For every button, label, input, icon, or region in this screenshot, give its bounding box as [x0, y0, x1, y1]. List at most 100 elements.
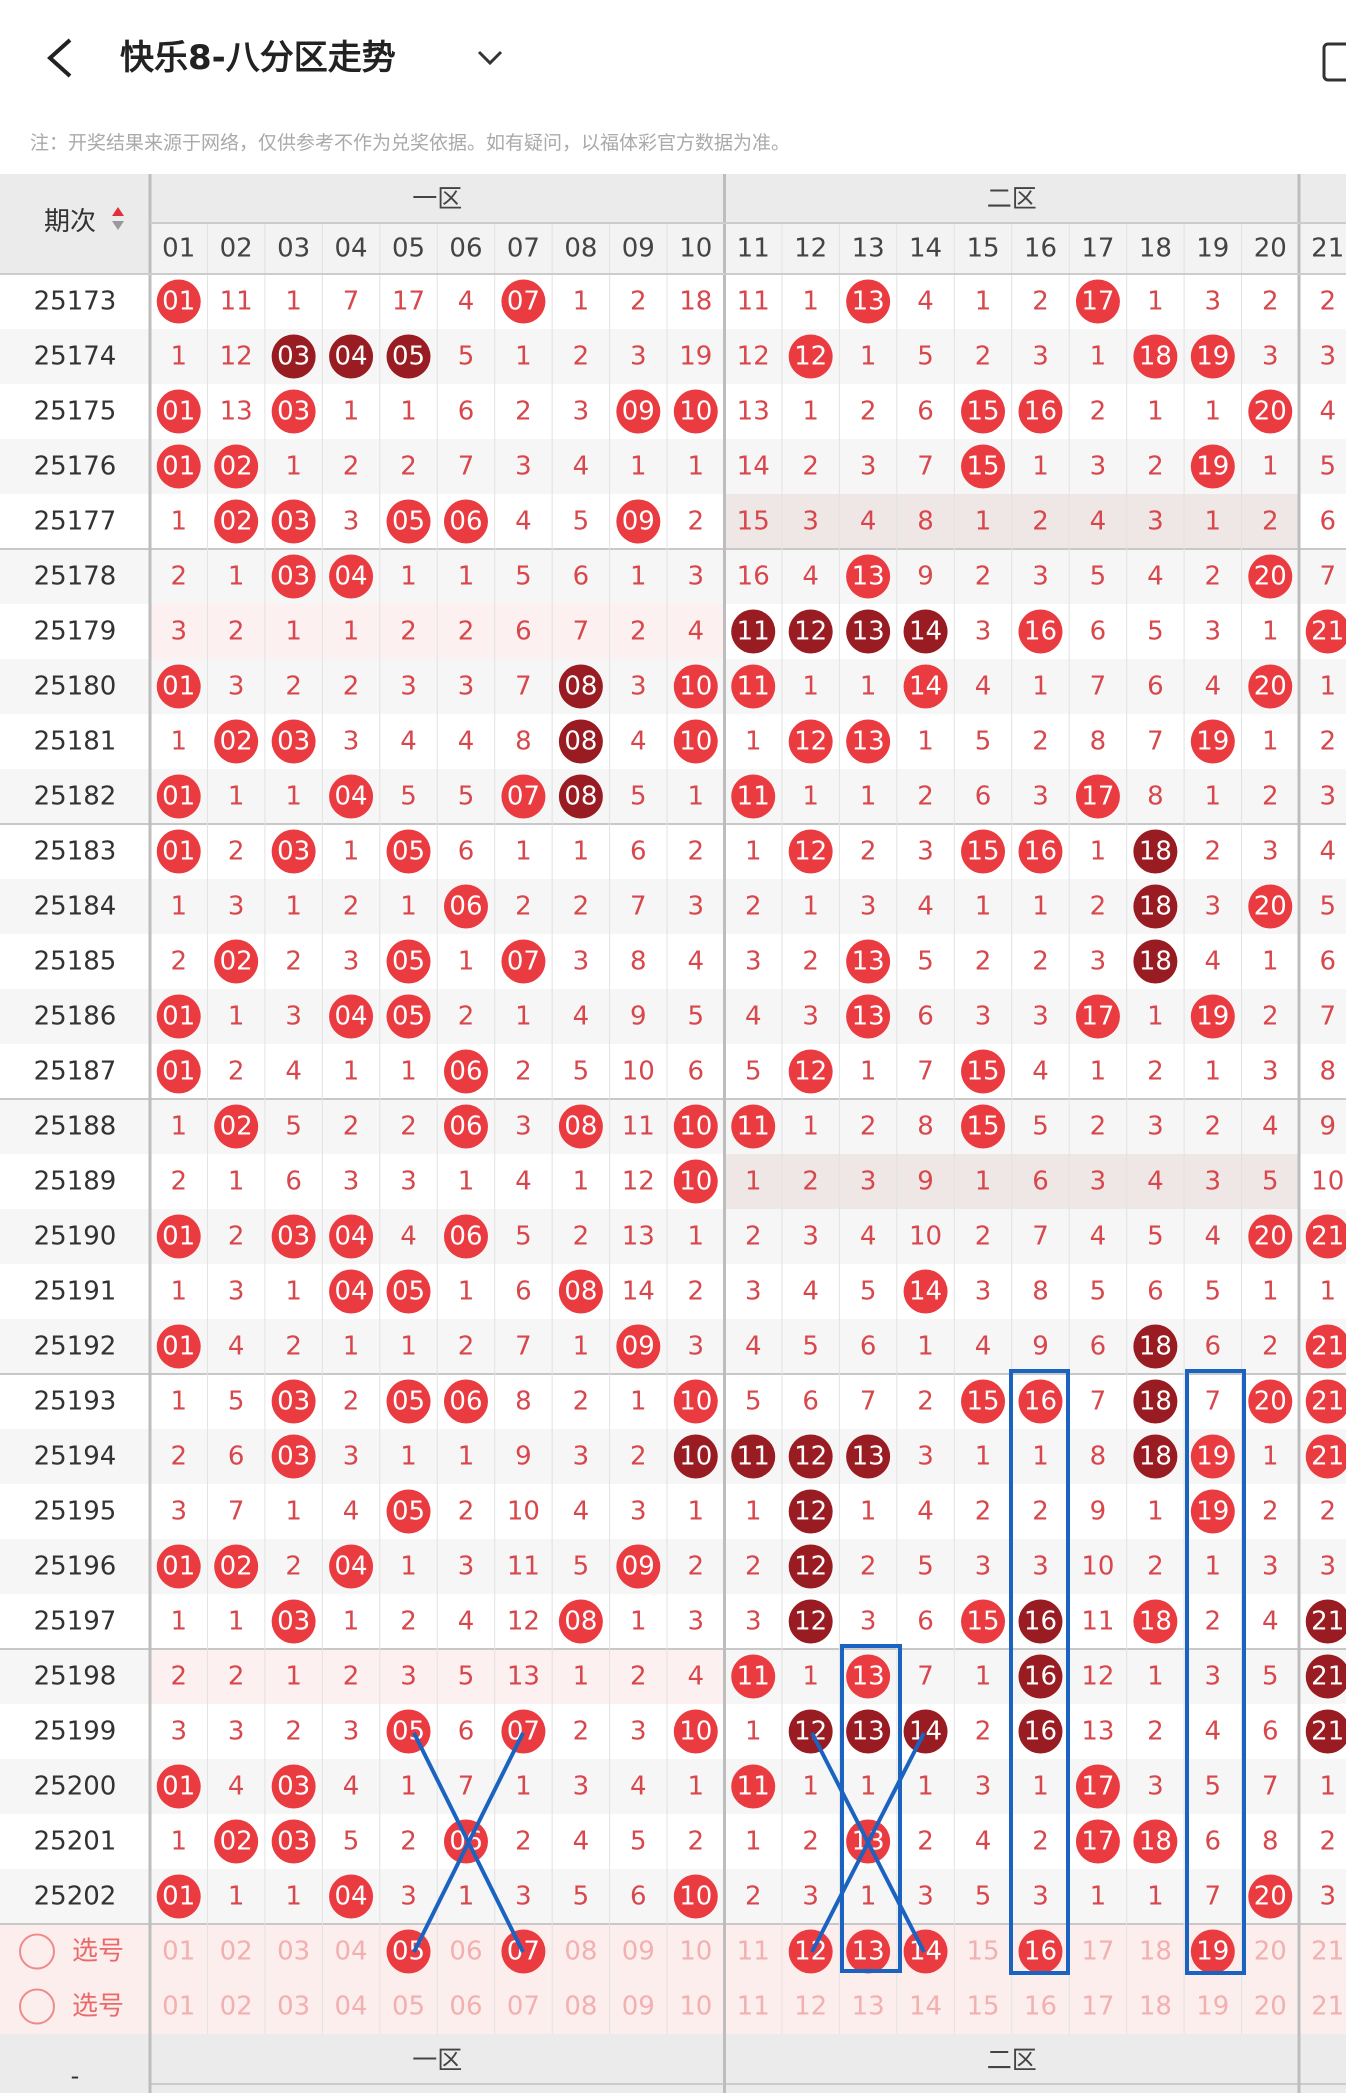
miss-count: 15 [966, 1937, 999, 1967]
miss-count: 3 [1319, 1552, 1336, 1582]
miss-count: 3 [1262, 837, 1279, 867]
hit-number: 04 [335, 1002, 368, 1032]
back-button[interactable] [47, 38, 72, 78]
miss-count: 3 [1319, 342, 1336, 372]
miss-count: 1 [860, 342, 877, 372]
selection-label: 选号 [72, 1992, 124, 2022]
miss-count: 3 [228, 892, 245, 922]
hit-ball [156, 1049, 201, 1094]
issue-number: 25194 [34, 1442, 117, 1472]
hit-number: 11 [737, 617, 770, 647]
hit-ball [1305, 1654, 1346, 1699]
miss-count: 2 [515, 1057, 532, 1087]
select-toggle[interactable] [19, 1933, 55, 1970]
miss-count: 4 [630, 727, 647, 757]
hit-number: 11 [737, 1442, 770, 1472]
miss-count: 5 [917, 947, 934, 977]
miss-count: 2 [228, 1662, 245, 1692]
hit-ball [329, 1269, 374, 1314]
title-dropdown[interactable] [477, 50, 503, 66]
miss-count: 3 [1205, 1167, 1222, 1197]
miss-count: 4 [573, 1497, 590, 1527]
issue-number: 25195 [34, 1497, 117, 1527]
miss-count: 6 [917, 1607, 934, 1637]
hit-number: 21 [1311, 1332, 1344, 1362]
miss-count: 7 [1032, 1222, 1049, 1252]
hit-ball [329, 1214, 374, 1259]
column-header: 21 [1311, 234, 1344, 264]
miss-count: 2 [1147, 1552, 1164, 1582]
hit-ball [271, 389, 316, 434]
miss-count: 2 [975, 562, 992, 592]
miss-count: 4 [745, 1332, 762, 1362]
miss-count: 6 [860, 1332, 877, 1362]
miss-count: 15 [737, 507, 770, 537]
miss-count: 2 [1147, 452, 1164, 482]
miss-count: 2 [343, 452, 360, 482]
miss-count: 7 [458, 452, 475, 482]
hit-number: 02 [220, 947, 253, 977]
miss-count: 2 [630, 287, 647, 317]
miss-count: 1 [860, 1772, 877, 1802]
miss-count: 5 [1032, 1112, 1049, 1142]
miss-count: 5 [1147, 1222, 1164, 1252]
miss-count: 13 [852, 1992, 885, 2022]
issue-number: 25196 [34, 1552, 117, 1582]
miss-count: 1 [170, 1387, 187, 1417]
hit-ball [673, 1159, 718, 1204]
hit-number: 19 [1196, 1497, 1229, 1527]
hit-number: 03 [277, 1222, 310, 1252]
miss-count: 6 [1090, 1332, 1107, 1362]
hit-ball [731, 1434, 776, 1479]
miss-count: 1 [400, 397, 417, 427]
miss-count: 8 [917, 507, 934, 537]
hit-number: 03 [277, 1827, 310, 1857]
hit-ball [1248, 554, 1293, 599]
selection-bg [0, 1979, 1346, 2034]
miss-count: 1 [688, 1222, 705, 1252]
miss-count: 3 [343, 727, 360, 757]
miss-count: 1 [860, 782, 877, 812]
miss-count: 3 [573, 947, 590, 977]
select-toggle[interactable] [19, 1988, 55, 2025]
menu-icon[interactable] [1322, 42, 1346, 82]
hit-ball [386, 829, 431, 874]
hit-number: 07 [507, 947, 540, 977]
hit-number: 20 [1254, 892, 1287, 922]
miss-count: 1 [975, 507, 992, 537]
hit-number: 13 [852, 947, 885, 977]
miss-count: 9 [1090, 1497, 1107, 1527]
issue-header: 期次 [44, 207, 96, 237]
miss-count: 8 [515, 727, 532, 757]
hit-ball [386, 1489, 431, 1534]
column-header: 10 [679, 234, 712, 264]
miss-count: 8 [1262, 1827, 1279, 1857]
hit-number: 16 [1024, 837, 1057, 867]
miss-count: 2 [573, 1717, 590, 1747]
miss-count: 2 [860, 1552, 877, 1582]
hit-ball [271, 334, 316, 379]
miss-count: 1 [745, 727, 762, 757]
miss-count: 1 [170, 1827, 187, 1857]
hit-number: 17 [1081, 782, 1114, 812]
miss-count: 1 [860, 1057, 877, 1087]
miss-count: 1 [1147, 287, 1164, 317]
hit-ball [156, 774, 201, 819]
miss-count: 1 [630, 1387, 647, 1417]
miss-count: 8 [1090, 1442, 1107, 1472]
hit-number: 13 [852, 617, 885, 647]
hit-number: 06 [449, 507, 482, 537]
miss-count: 2 [170, 947, 187, 977]
hit-ball [673, 1434, 718, 1479]
issue-number: 25190 [34, 1222, 117, 1252]
miss-count: 4 [745, 1002, 762, 1032]
miss-count: 7 [1147, 727, 1164, 757]
hit-ball [329, 554, 374, 599]
miss-count: 4 [1090, 507, 1107, 537]
hit-ball [788, 1544, 833, 1589]
miss-count: 09 [622, 1937, 655, 1967]
miss-count: 7 [458, 1772, 475, 1802]
column-header: 05 [392, 234, 425, 264]
miss-count: 2 [688, 507, 705, 537]
miss-count: 2 [1319, 1497, 1336, 1527]
